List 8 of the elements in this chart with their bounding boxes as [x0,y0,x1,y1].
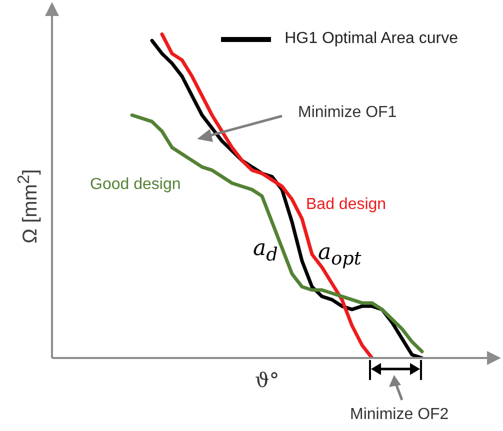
legend-label: HG1 Optimal Area curve [284,30,458,48]
annotation: Minimize OF1 [298,104,397,121]
x-axis-title: ϑ° [255,368,280,392]
series-label: Good design [90,176,181,194]
series-label: Bad design [306,196,386,214]
text: Minimize OF2 [350,406,449,423]
annotation: a$_{opt}$ [318,240,362,270]
annotation: a$_{d}$ [253,236,278,266]
